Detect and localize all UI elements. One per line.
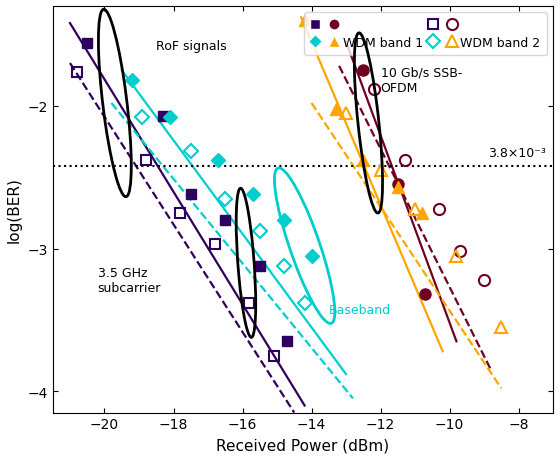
Legend: , , , WDM band 1, , , , WDM band 2: , , , WDM band 1, , , , WDM band 2	[304, 13, 547, 56]
Text: 3.8×10⁻³: 3.8×10⁻³	[488, 146, 546, 159]
Text: RoF signals: RoF signals	[156, 39, 227, 52]
Text: 10 Gb/s SSB-
OFDM: 10 Gb/s SSB- OFDM	[381, 67, 462, 95]
Text: Baseband: Baseband	[329, 303, 391, 316]
Y-axis label: log(BER): log(BER)	[7, 177, 22, 243]
X-axis label: Received Power (dBm): Received Power (dBm)	[216, 437, 389, 452]
Text: 3.5 GHz
subcarrier: 3.5 GHz subcarrier	[97, 266, 161, 294]
